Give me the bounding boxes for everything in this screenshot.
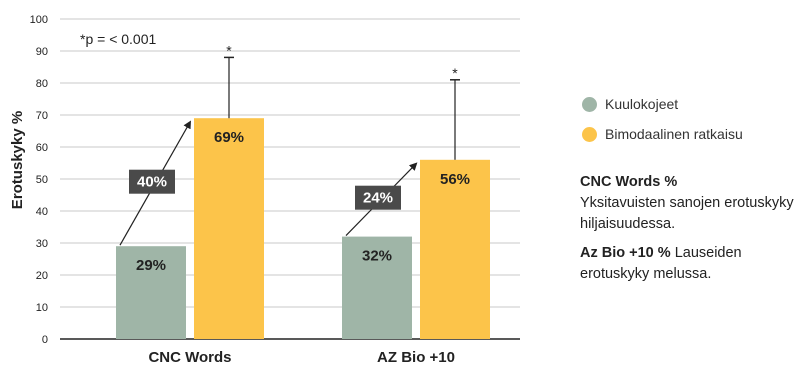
y-axis-label: Erotuskyky % [9, 111, 26, 209]
y-tick-label: 50 [36, 174, 48, 186]
bar-kuulokojeet [342, 236, 412, 339]
az-description-title: Az Bio +10 % [580, 245, 671, 261]
bar-value-label: 69% [214, 129, 244, 146]
x-category-label: AZ Bio +10 [377, 349, 455, 365]
bar-bimodaalinen [194, 118, 264, 339]
bar-value-label: 29% [136, 257, 166, 274]
y-tick-label: 60 [36, 142, 48, 154]
legend-label: Kuulokojeet [605, 96, 679, 112]
x-category-label: CNC Words [148, 349, 231, 365]
legend: Kuulokojeet Bimodaalinen ratkaisu [582, 93, 802, 153]
bar-bimodaalinen [420, 159, 490, 339]
y-tick-label: 90 [36, 46, 48, 58]
y-tick-label: 40 [36, 206, 48, 218]
significance-note: *p = < 0.001 [80, 31, 157, 47]
cnc-description: CNC Words % Yksitavuisten sanojen erotus… [580, 172, 802, 235]
y-tick-label: 70 [36, 110, 48, 122]
y-tick-label: 100 [30, 14, 48, 26]
bar-value-label: 32% [362, 248, 392, 265]
y-axis-ticks: 0 10 20 30 40 50 60 70 80 90 100 [30, 14, 48, 346]
y-tick-label: 20 [36, 270, 48, 282]
legend-item-kuulokojeet: Kuulokojeet [582, 93, 802, 115]
significance-star: * [226, 42, 232, 58]
cnc-description-title: CNC Words % [580, 174, 678, 190]
cnc-description-text: Yksitavuisten sanojen erotuskyky hiljais… [580, 195, 794, 232]
y-tick-label: 10 [36, 302, 48, 314]
improvement-box [355, 185, 401, 210]
legend-swatch-bimodaalinen [582, 126, 597, 142]
bar-chart: 0 10 20 30 40 50 60 70 80 90 100 CNC Words 29% 69% * 4… [9, 14, 520, 365]
improvement-box [129, 169, 175, 194]
improvement-arrows [119, 56, 460, 246]
y-tick-label: 30 [36, 238, 48, 250]
y-tick-label: 0 [42, 334, 48, 346]
legend-item-bimodaalinen: Bimodaalinen ratkaisu [582, 123, 802, 145]
bar-value-label: 56% [440, 171, 470, 188]
y-tick-label: 80 [36, 78, 48, 90]
improvement-label: 40% [137, 174, 167, 191]
improvement-label: 24% [363, 190, 393, 207]
data-labels: CNC Words 29% 69% * 40% AZ Bio +10 32% 56% * 24% [136, 42, 470, 365]
legend-label: Bimodaalinen ratkaisu [605, 126, 743, 142]
significance-star: * [452, 65, 458, 81]
az-description-text: Lauseiden erotuskyky melussa. [580, 245, 742, 282]
bars [116, 118, 490, 339]
bar-kuulokojeet [116, 246, 186, 339]
description-panel: CNC Words % Yksitavuisten sanojen erotus… [580, 172, 802, 293]
legend-swatch-kuulokojeet [582, 96, 597, 112]
az-description: Az Bio +10 % Lauseiden erotuskyky meluss… [580, 243, 802, 285]
